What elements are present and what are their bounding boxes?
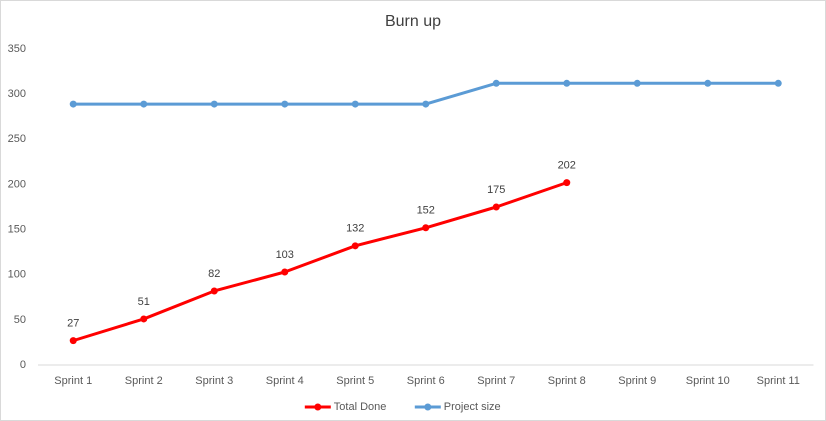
x-tick-label: Sprint 3 bbox=[195, 375, 233, 387]
point bbox=[422, 224, 430, 232]
y-tick-label: 300 bbox=[8, 88, 26, 100]
point bbox=[492, 203, 500, 211]
x-tick-label: Sprint 8 bbox=[548, 375, 586, 387]
point bbox=[281, 100, 289, 108]
y-tick-label: 50 bbox=[14, 314, 26, 326]
y-tick-label: 350 bbox=[8, 43, 26, 55]
legend-marker bbox=[314, 403, 322, 411]
point bbox=[210, 287, 218, 295]
y-tick-label: 200 bbox=[8, 178, 26, 190]
point bbox=[563, 179, 571, 187]
x-tick-label: Sprint 1 bbox=[54, 375, 92, 387]
y-tick-label: 250 bbox=[8, 133, 26, 145]
point bbox=[351, 242, 359, 250]
data-label: 82 bbox=[208, 268, 220, 280]
point bbox=[774, 79, 782, 87]
legend-marker bbox=[424, 403, 432, 411]
legend-label: Total Done bbox=[334, 401, 387, 413]
point bbox=[69, 337, 77, 345]
data-label: 175 bbox=[487, 184, 505, 196]
data-label: 51 bbox=[138, 296, 150, 308]
point bbox=[140, 315, 148, 323]
data-label: 202 bbox=[558, 160, 576, 172]
x-tick-label: Sprint 2 bbox=[125, 375, 163, 387]
series-line bbox=[71, 181, 569, 343]
point bbox=[422, 100, 430, 108]
point bbox=[281, 268, 289, 276]
point bbox=[351, 100, 359, 108]
x-tick-label: Sprint 5 bbox=[336, 375, 374, 387]
point bbox=[210, 100, 218, 108]
x-tick-label: Sprint 10 bbox=[686, 375, 730, 387]
y-tick-label: 100 bbox=[8, 269, 26, 281]
x-tick-label: Sprint 9 bbox=[618, 375, 656, 387]
legend-label: Project size bbox=[444, 401, 501, 413]
data-label: 132 bbox=[346, 223, 364, 235]
chart-title: Burn up bbox=[385, 13, 441, 30]
point bbox=[563, 79, 571, 87]
x-tick-label: Sprint 11 bbox=[757, 375, 800, 387]
data-label: 27 bbox=[67, 318, 79, 330]
data-label: 152 bbox=[417, 205, 435, 217]
y-tick-label: 0 bbox=[20, 359, 26, 371]
point bbox=[633, 79, 641, 87]
point bbox=[140, 100, 148, 108]
point bbox=[492, 79, 500, 87]
x-tick-label: Sprint 6 bbox=[407, 375, 445, 387]
x-tick-label: Sprint 7 bbox=[477, 375, 515, 387]
data-label: 103 bbox=[276, 249, 294, 261]
y-tick-label: 150 bbox=[8, 223, 26, 235]
point bbox=[69, 100, 77, 108]
x-tick-label: Sprint 4 bbox=[266, 375, 304, 387]
point bbox=[704, 79, 712, 87]
